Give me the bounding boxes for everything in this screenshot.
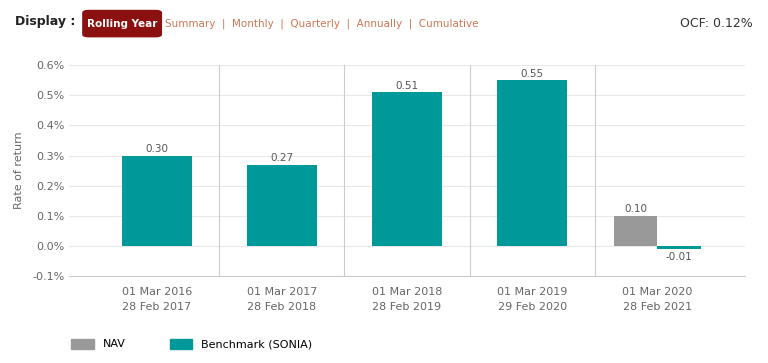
Text: 0.51: 0.51 (396, 81, 419, 91)
Text: OCF: 0.12%: OCF: 0.12% (680, 17, 753, 30)
Text: 0.27: 0.27 (270, 153, 293, 163)
Bar (121, 156, 192, 246)
Bar (247, 164, 317, 246)
Y-axis label: Rate of return: Rate of return (14, 132, 24, 209)
Text: Summary  |  Monthly  |  Quarterly  |  Annually  |  Cumulative: Summary | Monthly | Quarterly | Annually… (165, 19, 478, 29)
Text: -0.01: -0.01 (666, 252, 693, 262)
Text: 0.30: 0.30 (145, 144, 168, 154)
Bar (372, 93, 442, 246)
Legend: NAV, Benchmark (SONIA): NAV, Benchmark (SONIA) (67, 334, 316, 354)
Bar (497, 80, 568, 246)
Text: Display :: Display : (15, 15, 76, 28)
Text: 0.10: 0.10 (624, 204, 647, 214)
Bar (614, 216, 657, 246)
Text: Rolling Year: Rolling Year (87, 19, 157, 29)
Text: 0.55: 0.55 (521, 69, 544, 78)
Bar (657, 246, 701, 249)
